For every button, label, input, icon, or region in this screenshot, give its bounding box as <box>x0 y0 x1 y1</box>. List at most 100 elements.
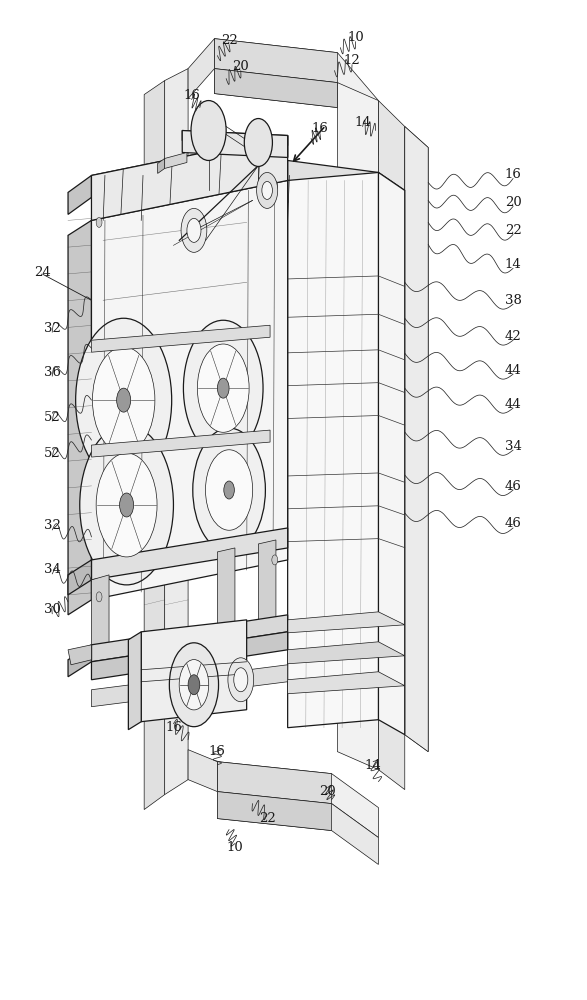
Text: 20: 20 <box>319 785 336 798</box>
Circle shape <box>120 493 134 517</box>
Polygon shape <box>217 792 379 864</box>
Text: 46: 46 <box>505 480 521 493</box>
Circle shape <box>93 347 155 453</box>
Polygon shape <box>217 792 332 831</box>
Text: 32: 32 <box>44 322 60 335</box>
Polygon shape <box>92 325 270 352</box>
Text: 36: 36 <box>43 366 60 379</box>
Polygon shape <box>214 69 338 108</box>
Circle shape <box>262 181 272 199</box>
Circle shape <box>183 320 263 456</box>
Polygon shape <box>182 131 288 145</box>
Polygon shape <box>214 39 338 83</box>
Polygon shape <box>214 69 379 155</box>
Text: 34: 34 <box>44 563 60 576</box>
Polygon shape <box>68 175 92 214</box>
Text: 52: 52 <box>44 411 60 424</box>
Circle shape <box>255 137 262 148</box>
Circle shape <box>76 318 171 482</box>
Polygon shape <box>188 39 214 99</box>
Polygon shape <box>158 158 165 173</box>
Circle shape <box>197 344 249 432</box>
Text: 38: 38 <box>505 294 521 307</box>
Circle shape <box>187 218 201 242</box>
Polygon shape <box>129 632 141 730</box>
Circle shape <box>257 172 278 208</box>
Polygon shape <box>141 620 247 722</box>
Polygon shape <box>165 69 188 795</box>
Text: 20: 20 <box>232 60 249 73</box>
Polygon shape <box>92 632 288 680</box>
Polygon shape <box>288 612 405 633</box>
Circle shape <box>224 481 234 499</box>
Polygon shape <box>92 615 288 662</box>
Polygon shape <box>288 172 379 728</box>
Circle shape <box>205 450 252 530</box>
Text: 30: 30 <box>44 603 60 616</box>
Polygon shape <box>92 430 270 457</box>
Circle shape <box>179 660 209 710</box>
Circle shape <box>193 428 265 552</box>
Polygon shape <box>217 762 332 804</box>
Polygon shape <box>405 127 428 752</box>
Circle shape <box>217 378 229 398</box>
Polygon shape <box>92 528 288 580</box>
Circle shape <box>244 119 272 166</box>
Text: 42: 42 <box>505 330 521 343</box>
Text: 16: 16 <box>312 122 328 135</box>
Text: 52: 52 <box>44 447 60 460</box>
Circle shape <box>272 180 278 190</box>
Text: 44: 44 <box>505 364 521 377</box>
Polygon shape <box>68 560 92 595</box>
Polygon shape <box>92 180 288 600</box>
Polygon shape <box>68 645 92 665</box>
Polygon shape <box>165 152 187 168</box>
Polygon shape <box>188 750 217 792</box>
Circle shape <box>204 123 213 139</box>
Polygon shape <box>214 39 379 131</box>
Polygon shape <box>288 672 405 694</box>
Text: 22: 22 <box>505 224 521 237</box>
Circle shape <box>188 675 200 695</box>
Circle shape <box>272 555 278 565</box>
Text: 14: 14 <box>505 258 521 271</box>
Circle shape <box>96 453 157 557</box>
Text: 16: 16 <box>183 89 200 102</box>
Polygon shape <box>92 136 288 197</box>
Polygon shape <box>68 220 92 615</box>
Polygon shape <box>217 548 235 642</box>
Polygon shape <box>288 160 405 190</box>
Text: 24: 24 <box>35 266 51 279</box>
Circle shape <box>191 101 226 160</box>
Text: 10: 10 <box>227 841 244 854</box>
Circle shape <box>170 643 218 727</box>
Text: 44: 44 <box>505 398 521 411</box>
Polygon shape <box>217 762 379 838</box>
Polygon shape <box>68 645 92 677</box>
Polygon shape <box>92 180 288 242</box>
Text: 46: 46 <box>505 517 521 530</box>
Circle shape <box>197 111 220 150</box>
Text: 16: 16 <box>209 745 226 758</box>
Text: 14: 14 <box>354 116 371 129</box>
Polygon shape <box>379 172 405 735</box>
Circle shape <box>96 217 102 227</box>
Text: 20: 20 <box>505 196 521 209</box>
Polygon shape <box>258 540 276 634</box>
Polygon shape <box>379 101 405 790</box>
Text: 12: 12 <box>343 54 360 67</box>
Circle shape <box>117 388 131 412</box>
Circle shape <box>96 592 102 602</box>
Text: 22: 22 <box>221 34 238 47</box>
Text: 34: 34 <box>505 440 521 453</box>
Circle shape <box>234 668 248 692</box>
Polygon shape <box>405 127 428 752</box>
Polygon shape <box>92 665 288 707</box>
Circle shape <box>249 128 267 157</box>
Text: 16: 16 <box>165 721 182 734</box>
Polygon shape <box>338 83 379 770</box>
Polygon shape <box>92 575 109 670</box>
Polygon shape <box>144 81 165 810</box>
Circle shape <box>80 425 173 585</box>
Text: 10: 10 <box>347 31 364 44</box>
